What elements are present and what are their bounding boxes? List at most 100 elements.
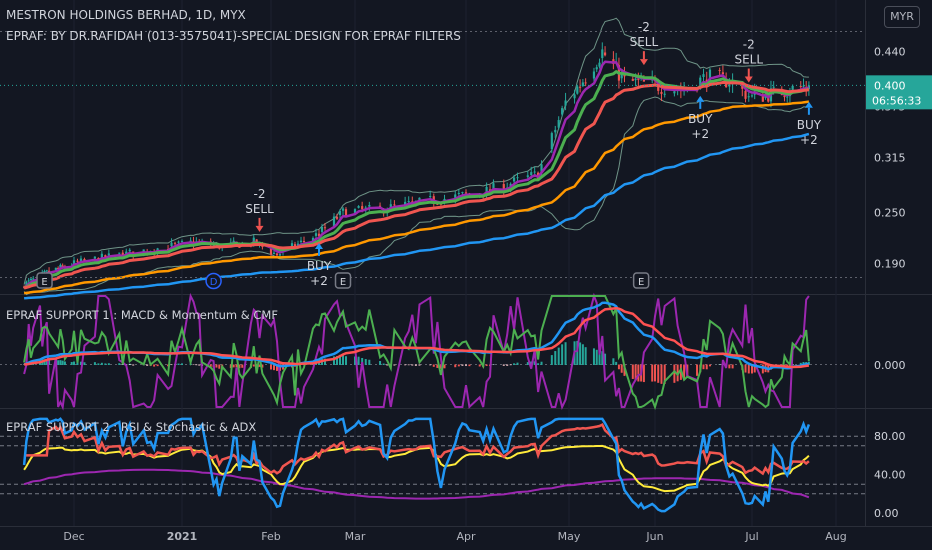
price-axis-tick: 0.315	[874, 151, 906, 164]
candle-body	[620, 73, 623, 79]
histogram-bar	[465, 364, 467, 366]
support2-axis-tick: 40.00	[874, 469, 906, 482]
candle-body	[461, 192, 464, 194]
histogram-bar	[238, 364, 241, 369]
support2-axis-tick: 80.00	[874, 430, 906, 443]
histogram-bar	[461, 364, 464, 366]
histogram-bar	[432, 364, 435, 367]
adx-line	[23, 468, 810, 500]
histogram-bar	[83, 362, 86, 365]
histogram-bar	[235, 364, 238, 368]
histogram-bar	[454, 364, 457, 368]
histogram-bar	[557, 347, 560, 365]
candle-body	[189, 240, 192, 242]
histogram-bar	[564, 342, 567, 365]
earnings-marker[interactable]	[334, 272, 352, 289]
histogram-bar	[554, 351, 557, 365]
histogram-bar	[708, 364, 711, 367]
histogram-bar	[604, 353, 607, 365]
histogram-bar	[581, 344, 584, 365]
histogram-bar	[443, 364, 446, 369]
histogram-bar	[273, 364, 275, 371]
histogram-bar	[45, 359, 48, 365]
candle-body	[357, 206, 360, 208]
candle-body	[750, 95, 754, 97]
candle-body	[767, 97, 770, 102]
candle-body	[411, 201, 414, 203]
histogram-bar	[324, 358, 326, 365]
candle-body	[464, 192, 468, 194]
candle-body	[721, 72, 724, 75]
histogram-bar	[354, 356, 356, 365]
candle-body	[232, 240, 235, 243]
candle-body	[128, 249, 131, 252]
time-axis-tick: Aug	[825, 530, 846, 543]
histogram-bar	[436, 364, 439, 368]
time-axis-tick: May	[558, 530, 581, 543]
histogram-bar	[198, 364, 201, 366]
sell-signal-label: -2	[638, 20, 650, 34]
candle-body	[509, 183, 512, 187]
histogram-bar	[718, 364, 721, 365]
earnings-marker-label: E	[340, 277, 346, 288]
candle-body	[807, 85, 811, 90]
histogram-bar	[357, 356, 360, 365]
histogram-bar	[59, 360, 62, 365]
candle-body	[631, 78, 634, 81]
histogram-bar	[663, 364, 666, 384]
time-axis-tick: Jun	[645, 530, 663, 543]
histogram-bar	[683, 364, 686, 379]
histogram-bar	[393, 364, 396, 366]
buy-signal-label: BUY	[307, 259, 332, 273]
histogram-bar	[561, 344, 564, 365]
candle-body	[530, 172, 533, 176]
candle-body	[79, 258, 83, 261]
histogram-bar	[382, 363, 385, 365]
candle-body	[61, 265, 64, 267]
earnings-marker-label: E	[638, 277, 644, 288]
candle-body	[791, 85, 794, 90]
histogram-bar	[702, 364, 705, 370]
candle-body	[718, 69, 721, 71]
candle-body	[104, 255, 107, 258]
histogram-bar	[79, 361, 82, 365]
candle-body	[663, 93, 666, 95]
buy-signal-label: +2	[800, 133, 818, 147]
histogram-bar	[57, 360, 60, 365]
histogram-bar	[761, 364, 764, 374]
sell-arrow-icon	[744, 76, 753, 83]
histogram-bar	[411, 364, 414, 366]
currency-button[interactable]: MYR	[884, 6, 920, 28]
histogram-bar	[634, 364, 637, 381]
candle-body	[142, 249, 145, 253]
earnings-marker[interactable]	[632, 272, 650, 289]
candle-body	[637, 78, 640, 80]
earnings-marker[interactable]	[36, 272, 53, 289]
last-price-tag	[866, 75, 932, 110]
histogram-bar	[728, 364, 731, 369]
histogram-bar	[215, 364, 218, 368]
time-axis-tick: Feb	[261, 530, 280, 543]
candle-body	[296, 243, 300, 246]
support1-title: EPRAF SUPPORT 1 : MACD & Momentum & CMF	[6, 308, 278, 322]
candle-body	[601, 49, 604, 59]
candle-body	[332, 216, 336, 227]
support2-title: EPRAF SUPPORT 2 : RSI & Stochastic & ADX	[6, 420, 257, 434]
candle-body	[272, 252, 276, 255]
histogram-bar	[747, 364, 750, 374]
candle-body	[170, 242, 173, 247]
histogram-bar	[612, 358, 615, 365]
candle-body	[338, 210, 342, 215]
candle-body	[576, 86, 579, 94]
moving-average-line	[24, 132, 810, 300]
candle-body	[772, 86, 775, 88]
candle-body	[393, 204, 396, 206]
candle-body	[550, 133, 553, 150]
dividend-marker[interactable]	[205, 272, 222, 290]
histogram-bar	[540, 361, 543, 365]
candle-body	[76, 260, 79, 262]
candle-body	[173, 242, 177, 244]
candle-body	[299, 240, 303, 243]
candle-body	[293, 244, 297, 248]
